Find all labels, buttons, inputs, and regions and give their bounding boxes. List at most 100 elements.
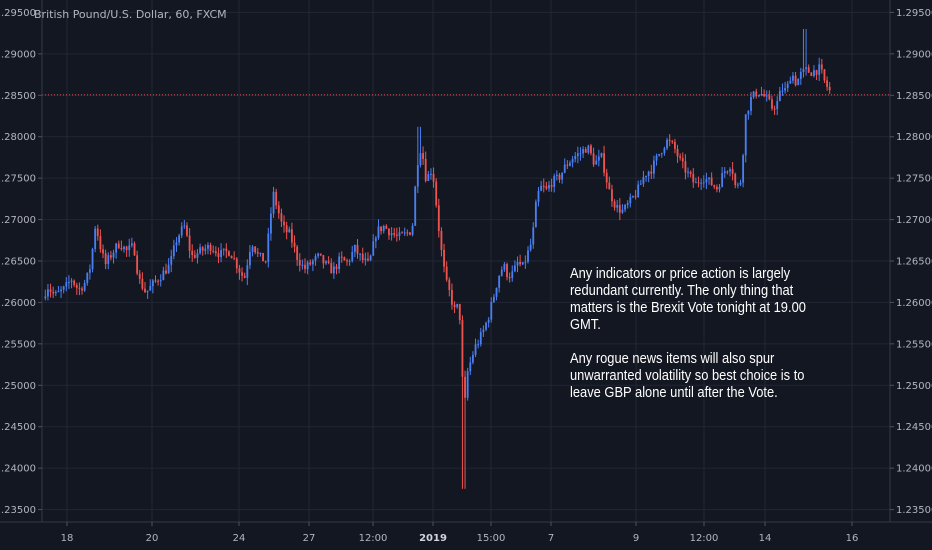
candle-body bbox=[469, 362, 472, 372]
candle-body bbox=[151, 280, 154, 287]
candle-body bbox=[731, 169, 734, 174]
candle-body bbox=[419, 153, 422, 166]
candle-body bbox=[563, 164, 566, 173]
candle-body bbox=[259, 252, 262, 254]
candle-body bbox=[734, 173, 737, 186]
y-tick-label-right: 1.24500 bbox=[896, 422, 932, 433]
candle-body bbox=[73, 280, 76, 285]
x-tick-label: 12:00 bbox=[690, 533, 719, 544]
candle-body bbox=[453, 304, 456, 308]
candle-body bbox=[57, 291, 60, 293]
candle-body bbox=[524, 261, 527, 263]
candle-body bbox=[178, 235, 181, 243]
candle-body bbox=[128, 245, 131, 251]
candle-body bbox=[650, 171, 653, 174]
candle-body bbox=[532, 227, 535, 245]
candle-body bbox=[760, 94, 763, 96]
candle-body bbox=[621, 209, 624, 213]
candle-body bbox=[254, 246, 257, 253]
candle-body bbox=[757, 95, 760, 97]
candle-body bbox=[697, 182, 700, 184]
y-tick-label-left: 1.25500 bbox=[0, 339, 36, 350]
candle-body bbox=[511, 271, 514, 279]
y-tick-label-right: 1.26500 bbox=[896, 257, 932, 268]
candle-body bbox=[107, 255, 110, 264]
candle-body bbox=[112, 252, 115, 258]
candle-body bbox=[445, 266, 448, 280]
candle-body bbox=[364, 258, 367, 261]
candle-body bbox=[262, 252, 264, 262]
candle-body bbox=[317, 253, 320, 257]
candle-body bbox=[550, 185, 553, 187]
candle-body bbox=[238, 268, 241, 273]
candle-body bbox=[660, 153, 663, 155]
candle-body bbox=[243, 275, 246, 278]
y-tick-label-right: 1.27500 bbox=[896, 174, 932, 185]
candle-body bbox=[597, 156, 600, 161]
candle-body bbox=[338, 256, 341, 270]
candle-body bbox=[771, 99, 773, 109]
candle-body bbox=[529, 244, 532, 251]
candle-body bbox=[385, 225, 388, 229]
candle-body bbox=[571, 159, 574, 163]
candle-body bbox=[272, 191, 275, 214]
annotation-paragraph-2: Any rogue news items will also spur unwa… bbox=[570, 350, 805, 401]
candle-body bbox=[700, 182, 703, 184]
candle-body bbox=[296, 246, 299, 260]
candle-body bbox=[264, 261, 267, 263]
candle-body bbox=[293, 242, 296, 247]
candle-body bbox=[540, 185, 543, 191]
candle-body bbox=[288, 229, 291, 233]
candle-body bbox=[230, 255, 233, 259]
x-tick-label: 9 bbox=[633, 533, 639, 544]
candle-body bbox=[629, 196, 632, 204]
y-tick-label-left: 1.26000 bbox=[0, 298, 36, 309]
candle-body bbox=[146, 290, 149, 293]
candle-body bbox=[335, 266, 338, 270]
candle-body bbox=[52, 291, 55, 294]
candle-body bbox=[600, 153, 603, 157]
candle-body bbox=[458, 304, 461, 321]
candle-body bbox=[309, 262, 312, 265]
candle-body bbox=[430, 173, 432, 175]
candle-body bbox=[204, 248, 207, 251]
candle-body bbox=[424, 158, 427, 181]
candle-body bbox=[346, 260, 348, 262]
candle-body bbox=[411, 225, 414, 235]
candle-body bbox=[193, 255, 196, 258]
candle-body bbox=[162, 270, 165, 281]
candle-body bbox=[88, 269, 91, 273]
candle-body bbox=[416, 165, 419, 187]
candle-body bbox=[222, 248, 225, 250]
candle-body bbox=[645, 175, 647, 178]
right-axis-panel bbox=[890, 0, 932, 550]
candle-body bbox=[130, 243, 133, 246]
x-tick-label: 20 bbox=[146, 533, 159, 544]
candle-body bbox=[409, 232, 411, 235]
candle-body bbox=[781, 90, 784, 92]
candle-body bbox=[209, 244, 212, 251]
candle-body bbox=[566, 164, 569, 166]
candle-body bbox=[314, 256, 317, 261]
candle-body bbox=[165, 270, 167, 274]
candle-body bbox=[456, 304, 459, 308]
candle-body bbox=[768, 95, 771, 100]
y-tick-label-left: 1.23500 bbox=[0, 505, 36, 516]
candle-body bbox=[393, 233, 396, 235]
candle-body bbox=[157, 280, 160, 282]
candle-body bbox=[702, 182, 705, 184]
candle-body bbox=[474, 344, 477, 355]
candle-body bbox=[684, 161, 687, 173]
candlestick-series bbox=[44, 29, 831, 489]
candle-body bbox=[175, 242, 178, 246]
candle-body bbox=[744, 114, 747, 156]
y-tick-label-right: 1.27000 bbox=[896, 215, 932, 226]
candle-body bbox=[810, 72, 813, 76]
candle-body bbox=[68, 281, 70, 283]
candle-body bbox=[590, 145, 592, 154]
candle-body bbox=[435, 181, 438, 206]
candle-body bbox=[763, 94, 766, 97]
candle-body bbox=[479, 332, 482, 345]
candle-body bbox=[611, 189, 613, 202]
